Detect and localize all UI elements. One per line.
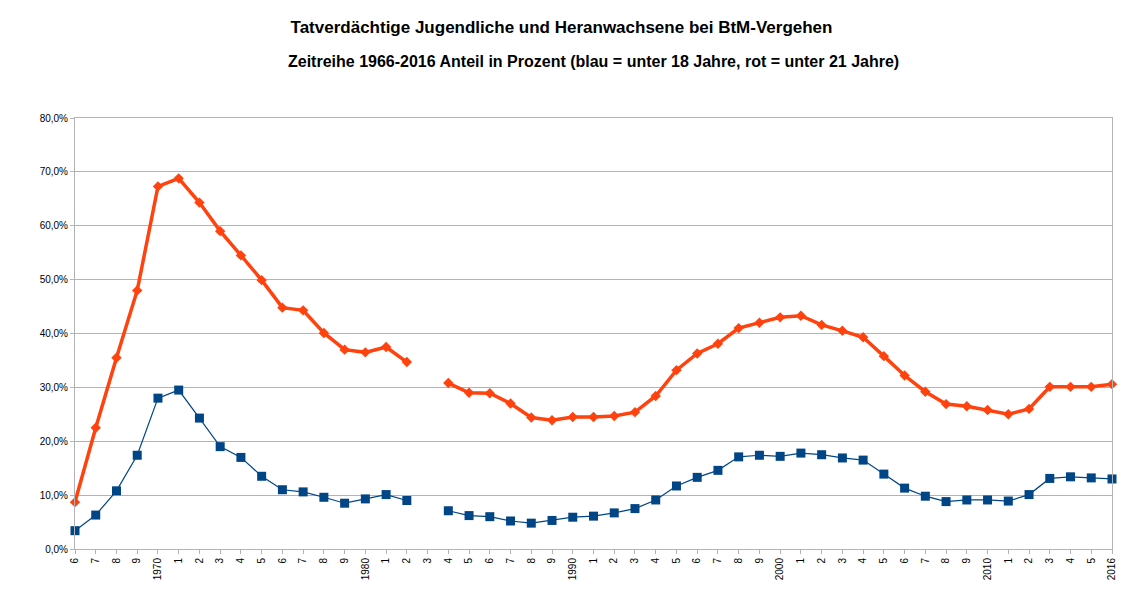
svg-text:80,0%: 80,0% (40, 113, 68, 124)
svg-text:3: 3 (422, 558, 433, 564)
svg-text:2: 2 (816, 558, 827, 564)
svg-text:3: 3 (214, 558, 225, 564)
svg-text:8: 8 (733, 558, 744, 564)
svg-text:7: 7 (505, 558, 516, 564)
svg-text:4: 4 (443, 558, 454, 564)
svg-text:1980: 1980 (360, 558, 371, 581)
svg-text:70,0%: 70,0% (40, 166, 68, 177)
svg-text:20,0%: 20,0% (40, 436, 68, 447)
svg-text:9: 9 (961, 558, 972, 564)
svg-text:Zeitreihe 1966-2016 Anteil in: Zeitreihe 1966-2016 Anteil in Prozent (b… (288, 53, 899, 70)
svg-text:4: 4 (1065, 558, 1076, 564)
svg-text:10,0%: 10,0% (40, 490, 68, 501)
svg-text:6: 6 (69, 558, 80, 564)
svg-text:7: 7 (712, 558, 723, 564)
svg-text:5: 5 (1086, 558, 1097, 564)
svg-text:9: 9 (339, 558, 350, 564)
svg-text:7: 7 (297, 558, 308, 564)
svg-text:2: 2 (1023, 558, 1034, 564)
svg-text:6: 6 (277, 558, 288, 564)
svg-text:2: 2 (194, 558, 205, 564)
svg-text:3: 3 (1044, 558, 1055, 564)
svg-text:2: 2 (401, 558, 412, 564)
svg-text:4: 4 (235, 558, 246, 564)
svg-text:1970: 1970 (152, 558, 163, 581)
svg-text:6: 6 (899, 558, 910, 564)
svg-text:1: 1 (795, 558, 806, 564)
svg-text:5: 5 (671, 558, 682, 564)
svg-text:60,0%: 60,0% (40, 220, 68, 231)
svg-text:9: 9 (131, 558, 142, 564)
svg-text:30,0%: 30,0% (40, 382, 68, 393)
svg-text:5: 5 (256, 558, 267, 564)
svg-text:5: 5 (878, 558, 889, 564)
svg-text:2000: 2000 (774, 558, 785, 581)
svg-text:0,0%: 0,0% (45, 544, 68, 555)
svg-text:3: 3 (837, 558, 848, 564)
svg-text:9: 9 (754, 558, 765, 564)
svg-text:1: 1 (380, 558, 391, 564)
svg-text:2016: 2016 (1106, 558, 1117, 581)
svg-text:7: 7 (920, 558, 931, 564)
svg-text:3: 3 (629, 558, 640, 564)
svg-text:Tatverdächtige Jugendliche und: Tatverdächtige Jugendliche und Heranwach… (291, 18, 833, 37)
svg-text:1990: 1990 (567, 558, 578, 581)
svg-text:2010: 2010 (982, 558, 993, 581)
svg-text:1: 1 (588, 558, 599, 564)
svg-text:9: 9 (546, 558, 557, 564)
svg-text:50,0%: 50,0% (40, 274, 68, 285)
svg-text:1: 1 (173, 558, 184, 564)
svg-text:2: 2 (608, 558, 619, 564)
svg-text:1: 1 (1003, 558, 1014, 564)
svg-text:40,0%: 40,0% (40, 328, 68, 339)
svg-text:6: 6 (484, 558, 495, 564)
svg-text:8: 8 (526, 558, 537, 564)
svg-text:7: 7 (90, 558, 101, 564)
svg-text:8: 8 (940, 558, 951, 564)
svg-text:8: 8 (318, 558, 329, 564)
svg-text:4: 4 (650, 558, 661, 564)
svg-text:5: 5 (463, 558, 474, 564)
svg-text:4: 4 (857, 558, 868, 564)
svg-text:8: 8 (111, 558, 122, 564)
svg-text:6: 6 (691, 558, 702, 564)
